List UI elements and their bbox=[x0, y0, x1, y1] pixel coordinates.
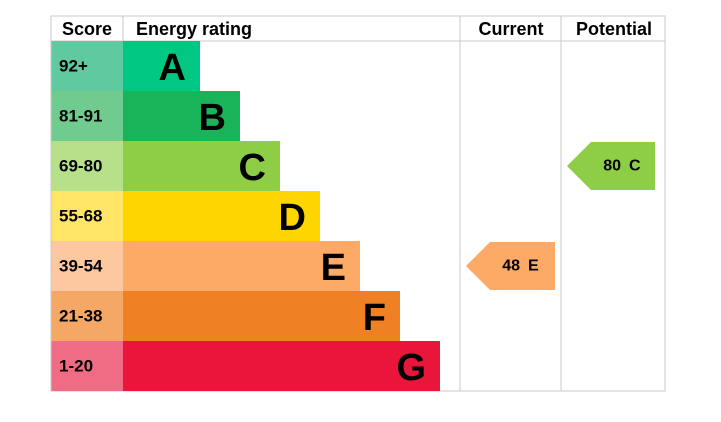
score-label: 55-68 bbox=[59, 207, 102, 226]
current-arrow bbox=[466, 242, 555, 290]
rating-letter: C bbox=[239, 147, 266, 189]
score-label: 81-91 bbox=[59, 107, 102, 126]
score-cell bbox=[51, 91, 123, 141]
header-score: Score bbox=[62, 19, 112, 39]
header-potential: Potential bbox=[576, 19, 652, 39]
score-cell bbox=[51, 291, 123, 341]
rating-bar bbox=[123, 341, 440, 391]
score-cell bbox=[51, 141, 123, 191]
score-cell bbox=[51, 41, 123, 91]
current-letter: E bbox=[528, 258, 539, 275]
rating-bar bbox=[123, 291, 400, 341]
rating-letter: B bbox=[199, 97, 226, 139]
score-cell bbox=[51, 191, 123, 241]
score-label: 92+ bbox=[59, 57, 88, 76]
rating-letter: E bbox=[321, 247, 346, 289]
score-label: 69-80 bbox=[59, 157, 102, 176]
score-cell bbox=[51, 241, 123, 291]
score-label: 1-20 bbox=[59, 357, 93, 376]
potential-score: 80 bbox=[603, 158, 621, 175]
rating-bar bbox=[123, 41, 200, 91]
score-label: 21-38 bbox=[59, 307, 102, 326]
rating-letter: A bbox=[159, 47, 186, 89]
rating-letter: F bbox=[363, 297, 386, 339]
rating-letter: G bbox=[396, 347, 426, 389]
header-current: Current bbox=[478, 19, 543, 39]
rating-bar bbox=[123, 141, 280, 191]
header-rating: Energy rating bbox=[136, 19, 252, 39]
current-score: 48 bbox=[502, 258, 520, 275]
rating-bar bbox=[123, 91, 240, 141]
rating-letter: D bbox=[279, 197, 306, 239]
score-label: 39-54 bbox=[59, 257, 103, 276]
rating-bar bbox=[123, 241, 360, 291]
rating-bar bbox=[123, 191, 320, 241]
potential-letter: C bbox=[629, 158, 641, 175]
score-cell bbox=[51, 341, 123, 391]
potential-arrow bbox=[567, 142, 655, 190]
